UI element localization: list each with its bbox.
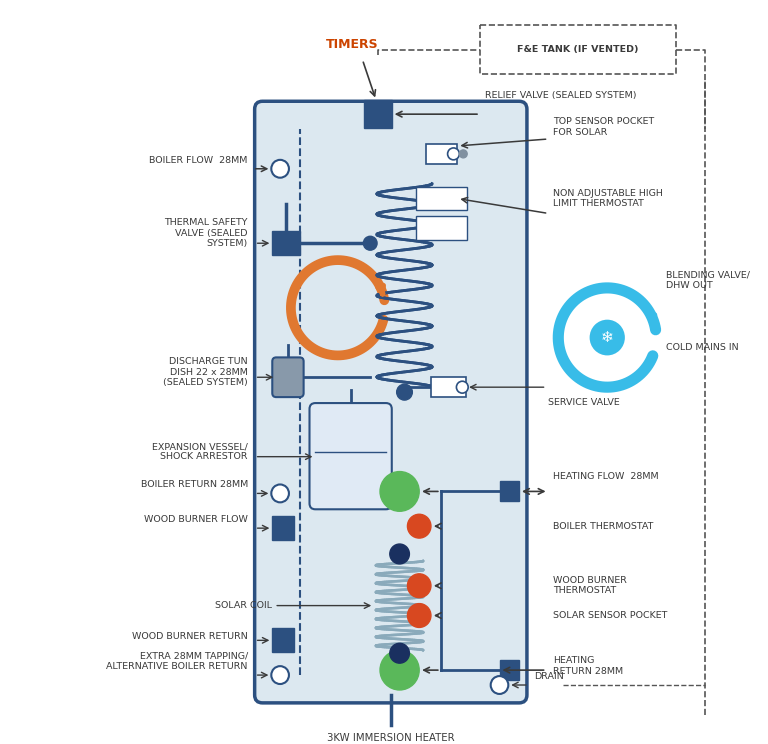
Circle shape — [459, 150, 467, 158]
Bar — [273, 231, 300, 255]
Text: 3KW IMMERSION HEATER: 3KW IMMERSION HEATER — [327, 733, 455, 743]
Bar — [273, 629, 294, 652]
Text: SERVICE VALVE: SERVICE VALVE — [548, 397, 621, 406]
Text: DISCHARGE TUN
DISH 22 x 28MM
(SEALED SYSTEM): DISCHARGE TUN DISH 22 x 28MM (SEALED SYS… — [163, 357, 248, 387]
Circle shape — [363, 237, 377, 250]
Circle shape — [271, 160, 289, 178]
Text: BOILER RETURN 28MM: BOILER RETURN 28MM — [141, 481, 248, 490]
Circle shape — [491, 676, 508, 694]
Text: WOOD BURNER RETURN: WOOD BURNER RETURN — [132, 632, 248, 641]
Text: BOILER FLOW  28MM: BOILER FLOW 28MM — [150, 155, 248, 165]
Circle shape — [271, 666, 289, 684]
Text: ❄: ❄ — [601, 330, 614, 345]
Circle shape — [390, 544, 409, 564]
Text: TIMERS: TIMERS — [326, 38, 379, 51]
Bar — [273, 516, 294, 540]
Bar — [364, 100, 392, 128]
Text: DRAIN: DRAIN — [534, 672, 564, 681]
Bar — [426, 144, 458, 164]
Bar — [499, 481, 519, 501]
FancyBboxPatch shape — [255, 101, 527, 703]
Text: SOLAR COIL: SOLAR COIL — [215, 601, 273, 610]
Bar — [431, 377, 466, 397]
Text: HEATING FLOW  28MM: HEATING FLOW 28MM — [554, 472, 659, 481]
Text: TOP SENSOR POCKET
FOR SOLAR: TOP SENSOR POCKET FOR SOLAR — [554, 118, 654, 137]
Text: BLENDING VALVE/
DHW OUT: BLENDING VALVE/ DHW OUT — [666, 270, 750, 289]
Circle shape — [380, 472, 419, 511]
Text: THERMAL SAFETY
VALVE (SEALED
SYSTEM): THERMAL SAFETY VALVE (SEALED SYSTEM) — [164, 219, 248, 248]
Bar — [416, 187, 467, 211]
Circle shape — [380, 650, 419, 690]
Text: BOILER THERMOSTAT: BOILER THERMOSTAT — [554, 522, 654, 530]
Bar — [416, 217, 467, 240]
Circle shape — [448, 148, 459, 160]
FancyBboxPatch shape — [310, 403, 392, 510]
Circle shape — [408, 574, 431, 597]
Circle shape — [456, 381, 468, 393]
Circle shape — [408, 514, 431, 538]
Bar — [499, 660, 519, 680]
Text: EXPANSION VESSEL/
SHOCK ARRESTOR: EXPANSION VESSEL/ SHOCK ARRESTOR — [152, 442, 248, 461]
Text: COLD MAINS IN: COLD MAINS IN — [666, 343, 739, 352]
Text: HEATING
RETURN 28MM: HEATING RETURN 28MM — [554, 656, 624, 676]
FancyBboxPatch shape — [273, 357, 303, 397]
Circle shape — [390, 644, 409, 663]
Circle shape — [396, 384, 412, 400]
Text: WOOD BURNER
THERMOSTAT: WOOD BURNER THERMOSTAT — [554, 576, 627, 595]
Text: WOOD BURNER FLOW: WOOD BURNER FLOW — [144, 515, 248, 525]
Circle shape — [271, 484, 289, 502]
Circle shape — [590, 320, 625, 356]
Text: RELIEF VALVE (SEALED SYSTEM): RELIEF VALVE (SEALED SYSTEM) — [485, 92, 637, 100]
Text: EXTRA 28MM TAPPING/
ALTERNATIVE BOILER RETURN: EXTRA 28MM TAPPING/ ALTERNATIVE BOILER R… — [107, 652, 248, 671]
Text: SOLAR SENSOR POCKET: SOLAR SENSOR POCKET — [554, 611, 667, 620]
Circle shape — [408, 603, 431, 627]
Text: NON ADJUSTABLE HIGH
LIMIT THERMOSTAT: NON ADJUSTABLE HIGH LIMIT THERMOSTAT — [554, 189, 664, 208]
Text: F&E TANK (IF VENTED): F&E TANK (IF VENTED) — [517, 45, 639, 54]
